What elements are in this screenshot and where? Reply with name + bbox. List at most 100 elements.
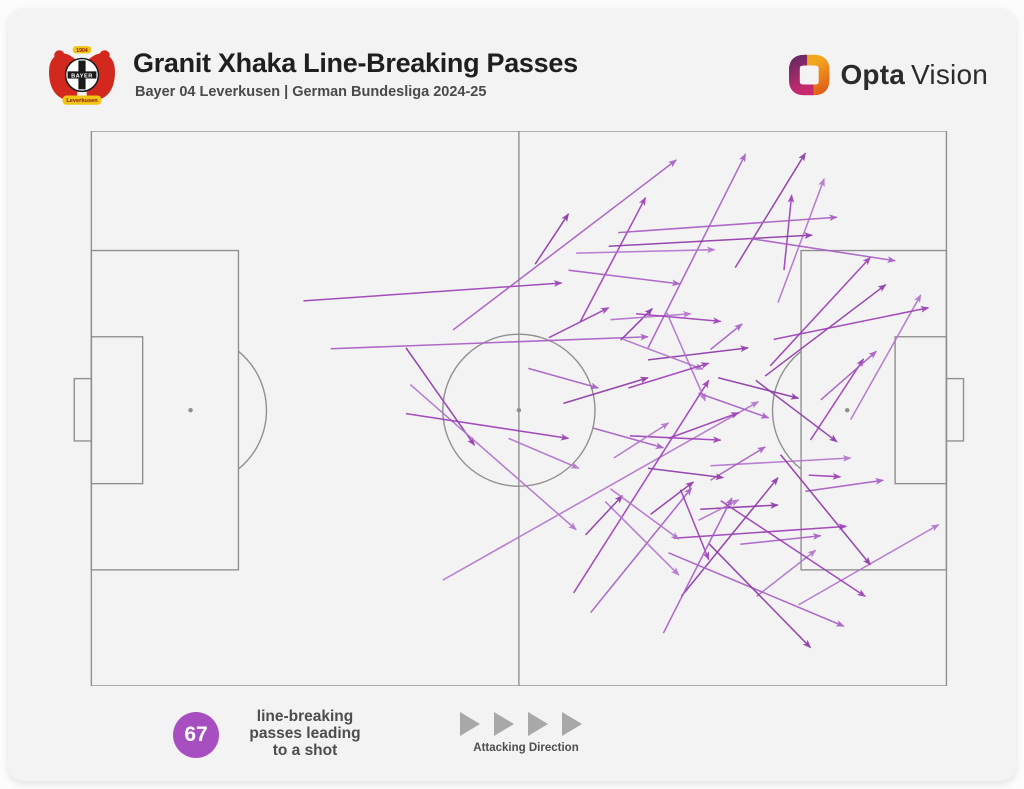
football-pitch (73, 131, 964, 686)
page-subtitle: Bayer 04 Leverkusen | German Bundesliga … (135, 84, 487, 100)
pass-arrow (717, 377, 799, 400)
stat-value: 67 (184, 723, 208, 746)
pass-arrow (680, 476, 779, 597)
pass-arrow (804, 477, 884, 493)
pass-arrow (592, 427, 664, 449)
pass-arrow (750, 237, 896, 263)
pass-arrow (662, 497, 733, 634)
stat-label-line-3: to a shot (272, 742, 338, 759)
pass-arrow (604, 501, 679, 576)
pass-arrow (797, 523, 940, 606)
pass-arrow (665, 312, 706, 402)
pass-arrow (709, 323, 743, 351)
opta-word-light: Vision (911, 59, 988, 90)
pass-arrow (647, 467, 724, 481)
center-circle (441, 333, 596, 487)
pass-arrow (647, 345, 749, 361)
crest-lion-head-left (54, 50, 65, 61)
pass-arrow (572, 379, 709, 594)
pass-arrow (754, 379, 838, 443)
pass-arrow (808, 472, 841, 480)
right-penalty-area (799, 249, 947, 571)
pass-arrow (679, 489, 710, 561)
direction-triangle-icon (460, 712, 480, 736)
pass-arrow (619, 307, 653, 341)
pass-arrow (697, 499, 740, 522)
pass-arrow (609, 310, 692, 321)
pass-arrow (769, 256, 871, 367)
pass-arrow (404, 347, 475, 446)
center-spot (516, 407, 521, 413)
pass-arrow (584, 494, 623, 536)
left-penalty-arc (237, 350, 267, 470)
pass-arrow (819, 350, 877, 401)
bayer-leverkusen-crest: 1904 BAYER Leverkusen (48, 46, 116, 105)
right-goal (945, 377, 964, 442)
pass-arrow (627, 362, 710, 389)
pass-arrow (612, 422, 669, 459)
left-goal (73, 377, 92, 442)
attacking-direction-label: Attacking Direction (473, 742, 579, 754)
crest-year-banner (72, 46, 92, 54)
pass-arrow (635, 312, 722, 325)
pass-arrow (579, 196, 646, 322)
opta-mark-right2 (804, 54, 830, 96)
pass-arrow (667, 412, 740, 440)
left-penalty-area (90, 249, 239, 571)
pass-arrow (699, 501, 779, 511)
pass-arrow (609, 488, 680, 540)
right-penalty-spot (844, 407, 850, 413)
pass-arrow (707, 542, 811, 649)
pass-arrow (562, 376, 649, 405)
opta-vision-logo: Opta Vision (788, 50, 988, 100)
direction-triangle-icon (562, 712, 582, 736)
pass-arrow (527, 367, 599, 390)
page-title: Granit Xhaka Line-Breaking Passes (133, 48, 578, 78)
pass-arrow (629, 435, 722, 444)
pass-arrow (589, 487, 692, 614)
stat-label-line-1: line-breaking (256, 708, 354, 725)
pass-arrow (575, 246, 716, 254)
stat-label-line-2: passes leading (249, 725, 361, 742)
direction-triangle-icon (494, 712, 514, 736)
pass-arrow (567, 269, 681, 287)
crest-year-text: 1904 (76, 48, 88, 54)
pass-arrow (608, 232, 813, 248)
pass-arrow (719, 500, 866, 597)
pass-arrow (330, 333, 649, 350)
chart-card: 1904 BAYER Leverkusen Granit Xhaka Line-… (8, 8, 1016, 781)
pass-arrow (773, 305, 929, 341)
left-penalty-spot (187, 407, 193, 413)
opta-wordmark: Opta Vision (840, 59, 988, 91)
pass-arrow (734, 152, 806, 269)
pass-arrow (452, 159, 677, 331)
pass-arrow (409, 384, 577, 531)
pass-arrow (405, 412, 569, 441)
pass-arrow (617, 214, 838, 234)
opta-word-bold: Opta (840, 59, 906, 90)
pass-arrow (302, 280, 563, 302)
right-six-yard-box (894, 336, 947, 485)
pass-arrow (507, 437, 580, 469)
stat-label: line-breaking passes leading to a shot (230, 708, 380, 759)
crest-town-text: Leverkusen (66, 98, 98, 104)
pass-arrow (649, 481, 694, 515)
pass-arrow (779, 454, 871, 566)
crest-lion-head-right (99, 50, 110, 61)
pass-arrow (764, 284, 886, 377)
pass-arrow (782, 194, 794, 271)
pass-arrow (548, 307, 610, 339)
crest-town-banner (62, 95, 102, 105)
pass-arrow (776, 178, 825, 303)
attacking-direction-icons (460, 712, 582, 736)
opta-mark-left2 (789, 54, 814, 96)
pass-arrow (667, 552, 845, 627)
pass-arrow (697, 392, 769, 419)
attacking-direction-legend: Attacking Direction (456, 709, 596, 765)
stat-badge: 67 (173, 712, 219, 758)
pass-arrow (809, 358, 864, 441)
right-penalty-arc (771, 350, 802, 470)
pass-arrow (442, 401, 759, 581)
pass-arrow (709, 455, 852, 467)
passes-layer (302, 152, 940, 649)
